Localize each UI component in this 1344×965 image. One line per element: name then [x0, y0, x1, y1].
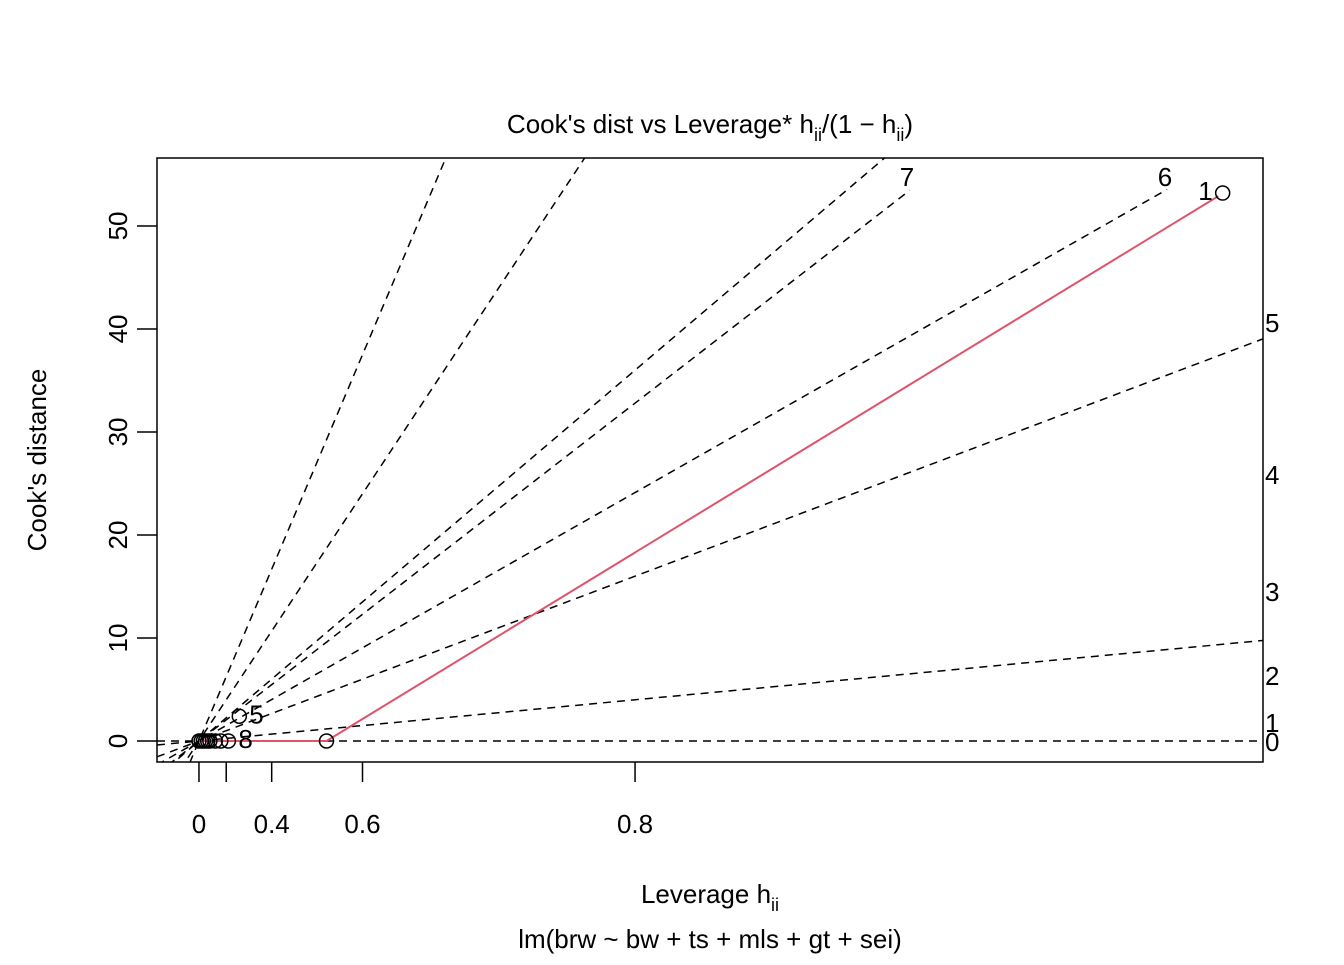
point: [1214, 185, 1231, 201]
point: [213, 733, 229, 749]
y-tick-label: 0: [103, 734, 133, 748]
point: [231, 708, 248, 725]
formula-sub: ii: [814, 125, 822, 145]
contour-label: 1: [1265, 708, 1279, 738]
x-tick-label: 0.8: [617, 809, 653, 839]
y-tick-label: 30: [103, 418, 133, 447]
formula-part: ): [904, 109, 913, 139]
contour-label: 0: [1265, 727, 1279, 757]
plot-frame: [156, 157, 1264, 763]
contour-label: 3: [1265, 577, 1279, 607]
point-label: 1: [1198, 176, 1212, 206]
contour-label: 4: [1265, 460, 1279, 490]
contour-label: 6: [1158, 162, 1172, 192]
contour-label: 7: [900, 162, 914, 192]
point: [318, 733, 335, 749]
x-label-text: Leverage h: [641, 879, 771, 909]
formula-sub: ii: [896, 125, 904, 145]
x-tick-label: 0: [192, 809, 206, 839]
formula-part: /(1 − h: [822, 109, 896, 139]
x-tick-label: 0.4: [254, 809, 290, 839]
contour-line: [157, 338, 1263, 758]
y-tick-label: 20: [103, 521, 133, 550]
contour-line: [160, 188, 1168, 762]
contour-line: [173, 158, 886, 762]
subtitle: lm(brw ~ bw + ts + mls + gt + sei): [518, 924, 902, 954]
point: [207, 733, 224, 749]
contour-line: [170, 189, 911, 762]
x-tick-label: 0.6: [344, 809, 380, 839]
point: [220, 733, 237, 749]
formula-part: h: [799, 109, 813, 139]
x-label-sub: ii: [771, 895, 779, 915]
point: [202, 733, 218, 749]
title-formula: hii/(1 − hii): [799, 109, 913, 145]
contour-line: [157, 639, 1263, 746]
title-text: Cook's dist vs Leverage*: [507, 109, 792, 139]
y-axis-label: Cook's distance: [22, 369, 52, 552]
contour-label: 2: [1265, 661, 1279, 691]
y-tick-label: 40: [103, 315, 133, 344]
chart-title: Cook's dist vs Leverage* hii/(1 − hii): [507, 109, 913, 145]
y-tick-label: 10: [103, 624, 133, 653]
point-label: 8: [238, 724, 252, 754]
point-label: 5: [249, 699, 263, 729]
x-axis-label: Leverage hii: [641, 879, 779, 915]
y-tick-label: 50: [103, 212, 133, 241]
contour-label: 5: [1265, 308, 1279, 338]
